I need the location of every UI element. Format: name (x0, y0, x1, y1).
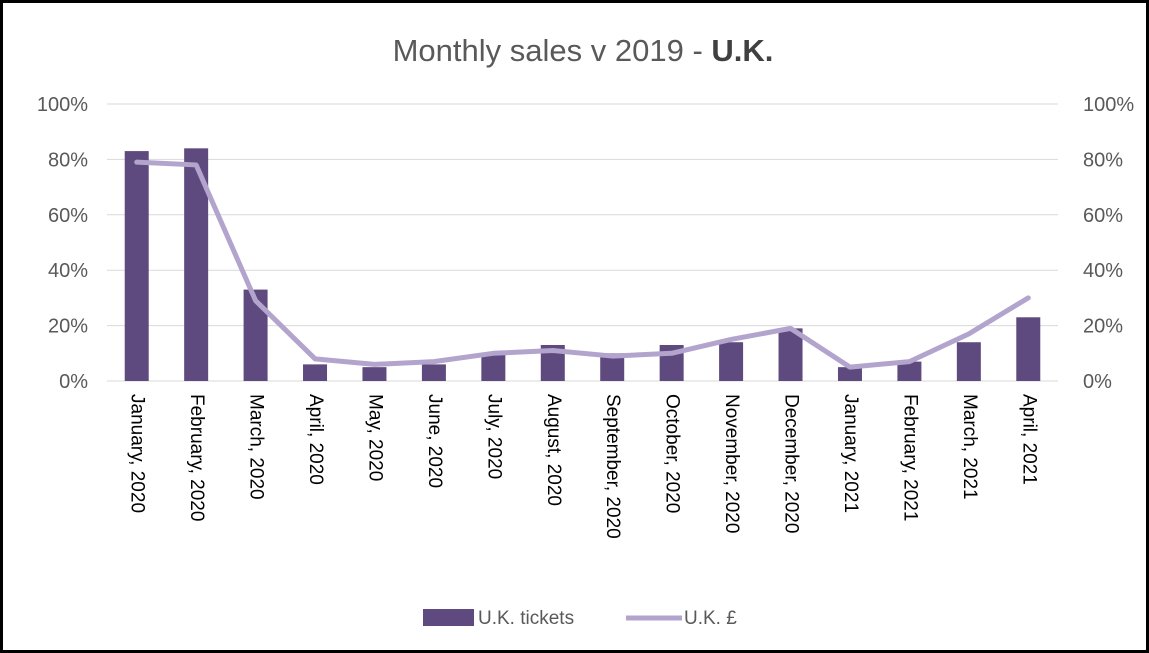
right-tick-label: 80% (1083, 149, 1123, 171)
right-tick-label: 40% (1083, 260, 1123, 282)
legend-label-line: U.K. £ (684, 608, 737, 629)
category-label: May, 2020 (364, 394, 385, 481)
category-label: November, 2020 (721, 394, 742, 533)
bar (124, 151, 149, 381)
category-label: April, 2020 (305, 394, 326, 485)
bar (778, 328, 803, 381)
right-tick-label: 100% (1083, 94, 1134, 116)
category-label: July, 2020 (483, 394, 504, 479)
category-label: January, 2020 (127, 394, 148, 513)
category-label: June, 2020 (424, 394, 445, 488)
category-labels: January, 2020 February, 2020 March, 2020 Ap… (127, 394, 1040, 539)
left-tick-label: 0% (59, 371, 88, 393)
category-label: March, 2020 (246, 394, 267, 500)
right-axis-ticks: 0% 20% 40% 60% 80% 100% (1083, 94, 1134, 393)
bar (1016, 317, 1041, 381)
bar-series (124, 148, 1041, 381)
bar (481, 353, 506, 381)
right-tick-label: 60% (1083, 205, 1123, 227)
category-label: September, 2020 (602, 394, 623, 539)
chart-title-bold: U.K. (711, 33, 773, 68)
chart-title-main: Monthly sales v 2019 - (393, 33, 712, 68)
category-label: August, 2020 (543, 394, 564, 506)
bar (303, 364, 328, 381)
bar (243, 289, 268, 381)
left-tick-label: 60% (48, 205, 88, 227)
bar (421, 364, 446, 381)
left-tick-label: 80% (48, 149, 88, 171)
category-label: January, 2021 (840, 394, 861, 513)
category-label: April, 2021 (1018, 394, 1039, 485)
left-tick-label: 40% (48, 260, 88, 282)
bar (719, 342, 744, 381)
line-path (134, 159, 1031, 370)
left-axis-ticks: 0% 20% 40% 60% 80% 100% (37, 94, 88, 393)
bar (837, 367, 862, 381)
category-label: December, 2020 (781, 394, 802, 533)
left-tick-label: 100% (37, 94, 88, 116)
right-tick-label: 20% (1083, 316, 1123, 338)
left-tick-label: 20% (48, 316, 88, 338)
bar (897, 361, 922, 381)
bar (362, 367, 387, 381)
legend-swatch-bar (423, 609, 474, 626)
legend: U.K. tickets U.K. £ (423, 608, 737, 629)
right-tick-label: 0% (1083, 371, 1112, 393)
bar (956, 342, 981, 381)
chart-title: Monthly sales v 2019 - U.K. (393, 33, 774, 68)
legend-label-bar: U.K. tickets (478, 608, 574, 629)
category-label: March, 2021 (959, 394, 980, 500)
category-label: October, 2020 (662, 394, 683, 513)
category-label: February, 2021 (899, 394, 920, 521)
category-label: February, 2020 (186, 394, 207, 521)
line-series (134, 159, 1031, 370)
